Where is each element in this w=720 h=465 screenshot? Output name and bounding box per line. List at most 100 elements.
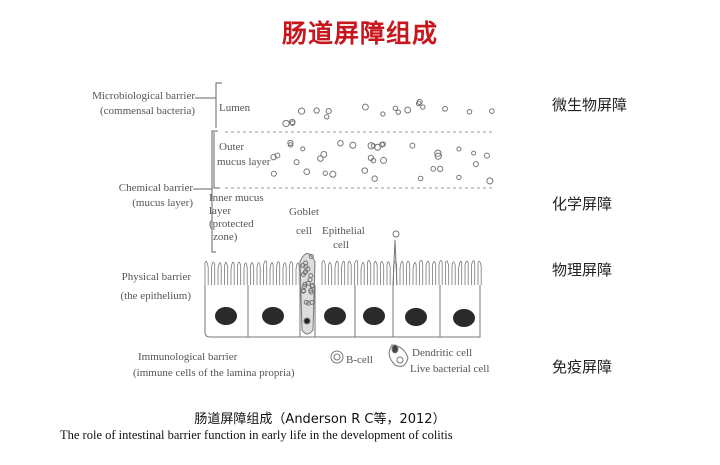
bacterium (380, 111, 386, 117)
mucin-granule (303, 299, 309, 305)
bacterium (371, 175, 378, 182)
dendritic-cell (388, 344, 409, 367)
bacterium (367, 154, 375, 161)
b-cell-label: B-cell (346, 354, 373, 366)
mucin-granule (300, 263, 306, 269)
mucin-granule (300, 272, 306, 278)
bacterium (270, 153, 277, 161)
goblet-nucleus (303, 317, 311, 325)
microbiological-label-2: (commensal bacteria) (100, 105, 195, 117)
dendritic-protrusion (392, 239, 398, 286)
intestinal-barrier-diagram: Microbiological barrier (commensal bacte… (92, 82, 495, 379)
bacterium (274, 152, 281, 159)
mucin-granule (308, 273, 314, 279)
inner-mucus-label-3: (protected (209, 218, 254, 230)
bacterium (409, 142, 416, 149)
bacterium (289, 120, 296, 126)
bacterium (270, 170, 277, 177)
bacterium (404, 106, 412, 114)
bacterium (300, 146, 306, 152)
goblet-label-2: cell (296, 225, 312, 237)
page-title: 肠道屏障组成 (281, 19, 438, 48)
bacterium (466, 108, 473, 115)
bacterium (287, 139, 294, 147)
bacterium (293, 159, 300, 166)
bacterium (361, 167, 369, 174)
live-bacterial-cell (396, 356, 404, 364)
bacterium (471, 150, 477, 156)
bacterium (282, 119, 290, 128)
mucin-granule (308, 253, 314, 259)
bacterium (436, 165, 444, 173)
bacterium (415, 100, 422, 107)
label-physical-barrier-cn: 物理屏障 (552, 261, 613, 279)
bacterium (417, 175, 424, 182)
nucleus (405, 308, 427, 326)
chemical-label-1: Chemical barrier (119, 182, 194, 194)
microbiological-bracket (215, 82, 222, 128)
bacterium (442, 105, 448, 112)
bacterium (361, 103, 369, 111)
bacteria-dots (270, 98, 495, 185)
inner-mucus-label-4: zone) (213, 231, 238, 243)
dendritic-nucleus (391, 344, 399, 354)
mucin-granule (303, 260, 309, 266)
physical-label-1: Physical barrier (122, 271, 192, 283)
bacterium (392, 105, 399, 111)
b-cell-core (333, 353, 341, 361)
mucin-granule (305, 300, 311, 306)
bacterium (420, 104, 426, 110)
live-bacterial-cell-label: Live bacterial cell (410, 363, 489, 375)
bacterium (297, 107, 306, 115)
caption-source-title: The role of intestinal barrier function … (60, 428, 453, 442)
mucin-granule (302, 281, 308, 287)
chemical-label-2: (mucus layer) (132, 197, 193, 209)
outer-mucus-label-2: mucus layer (217, 156, 271, 168)
outer-mucus-label-1: Outer (219, 141, 244, 153)
physical-label-2: (the epithelium) (120, 290, 191, 302)
mucin-granule (300, 287, 306, 293)
bacterium (489, 108, 495, 114)
mucin-granule (305, 280, 311, 286)
bacterium (395, 109, 401, 115)
inner-mucus-label-1: Inner mucus (209, 192, 264, 204)
bacterium (378, 141, 385, 148)
bacterium (392, 230, 400, 238)
bacterium (320, 150, 328, 158)
chemical-bracket (211, 130, 218, 253)
mucin-granule (309, 299, 315, 305)
epithelial-label-2: cell (333, 239, 349, 251)
bacterium (434, 149, 442, 157)
nucleus (215, 307, 237, 325)
label-immunological-barrier-cn: 免疫屏障 (552, 358, 613, 376)
bacterium (322, 170, 328, 176)
epithelial-label-1: Epithelial (322, 225, 365, 237)
label-chemical-barrier-cn: 化学屏障 (552, 195, 613, 213)
label-microbiological-barrier-cn: 微生物屏障 (552, 96, 628, 114)
bacterium (483, 152, 490, 159)
bacterium (303, 168, 311, 176)
bacterium (472, 161, 479, 168)
bacterium (486, 177, 494, 185)
bacterium (456, 174, 462, 181)
goblet-label-1: Goblet (289, 206, 319, 218)
epithelium-outline (204, 285, 481, 338)
bacterium (313, 107, 320, 114)
bacterium (317, 155, 324, 162)
nucleus (324, 307, 346, 325)
b-cell (330, 350, 344, 364)
mucin-granule (308, 289, 314, 295)
bacterium (456, 146, 462, 152)
bacterium (430, 166, 437, 172)
nucleus (453, 309, 475, 327)
bacterium (434, 152, 442, 160)
immunological-label-2: (immune cells of the lamina propria) (133, 367, 295, 379)
mucin-granule (310, 282, 316, 288)
bacterium (349, 141, 357, 149)
bacterium (324, 114, 330, 120)
epithelium (204, 230, 482, 367)
bacterium (329, 170, 337, 178)
caption-citation: 肠道屏障组成（Anderson R C等，2012） (194, 412, 446, 427)
dendritic-cell-label: Dendritic cell (412, 347, 472, 359)
bacterium (337, 140, 344, 147)
